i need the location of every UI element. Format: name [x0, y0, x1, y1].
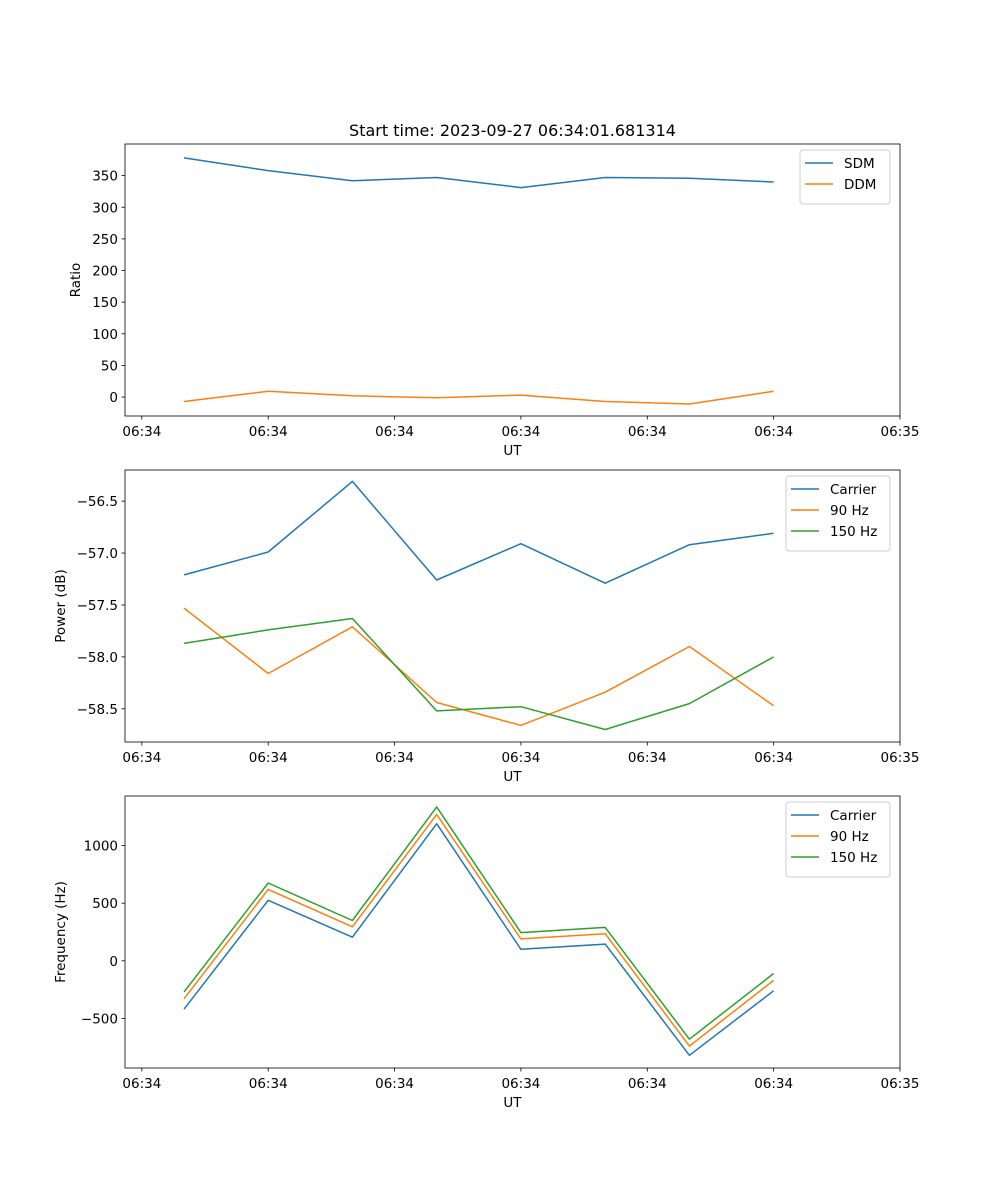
x-tick-label: 06:34 [628, 424, 667, 440]
chart-panel-3: −500 0 500 1000 06:34 06:34 06:34 06:34 06:34 06:… [53, 795, 920, 1111]
y-tick-label: 350 [92, 169, 118, 185]
y-tick-label: 100 [92, 327, 118, 343]
series-line-carrier [183, 480, 774, 584]
x-tick-label: 06:34 [754, 750, 793, 766]
x-tick-label: 06:35 [881, 1076, 920, 1092]
legend-label: 150 Hz [830, 524, 877, 540]
x-tick-label: 06:34 [501, 424, 540, 440]
y-tick-label: −56.5 [77, 494, 118, 510]
y-tick-label: −58.0 [77, 650, 118, 666]
plot-frame [124, 469, 901, 743]
legend-label: 90 Hz [830, 829, 869, 845]
x-tick-label: 06:34 [122, 424, 161, 440]
y-axis-label: Ratio [68, 263, 84, 298]
x-tick-label: 06:34 [501, 1076, 540, 1092]
y-tick-label: −57.0 [77, 546, 118, 562]
x-tick-label: 06:34 [122, 750, 161, 766]
x-tick-label: 06:35 [881, 750, 920, 766]
series-line-sdm [183, 157, 774, 189]
chart-panel-2: −58.5 −58.0 −57.5 −57.0 −56.5 06:34 06:34 06:34… [53, 469, 920, 785]
y-tick-label: −500 [81, 1011, 118, 1027]
x-tick-label: 06:34 [122, 1076, 161, 1092]
x-tick-label: 06:34 [249, 750, 288, 766]
legend-label: DDM [844, 177, 876, 193]
y-tick-label: −57.5 [77, 598, 118, 614]
series-line-90-hz [183, 607, 775, 727]
y-tick-label: 50 [101, 358, 118, 374]
legend-label: Carrier [830, 482, 877, 498]
x-tick-label: 06:35 [881, 424, 920, 440]
x-tick-label: 06:34 [754, 424, 793, 440]
y-tick-label: 150 [92, 295, 118, 311]
x-axis-label: UT [503, 443, 522, 459]
legend-box [785, 475, 891, 552]
legend: SDM DDM [799, 149, 891, 205]
series-line-carrier [183, 822, 775, 1057]
legend: Carrier 90 Hz 150 Hz [785, 475, 891, 552]
x-axis-label: UT [503, 1095, 522, 1111]
series-line-150-hz [183, 617, 774, 731]
x-tick-label: 06:34 [754, 1076, 793, 1092]
series-line-ddm [183, 390, 774, 405]
legend-label: 90 Hz [830, 503, 869, 519]
chart-panel-1: Start time: 2023-09-27 06:34:01.681314 0 5… [68, 121, 919, 459]
x-tick-label: 06:34 [501, 750, 540, 766]
plot-frame [124, 795, 901, 1069]
y-tick-label: −58.5 [77, 702, 118, 718]
legend: Carrier 90 Hz 150 Hz [785, 801, 891, 878]
y-tick-label: 0 [109, 954, 118, 970]
y-tick-label: 200 [92, 264, 118, 280]
legend-box [785, 801, 891, 878]
x-tick-label: 06:34 [628, 750, 667, 766]
y-axis-label: Frequency (Hz) [53, 881, 69, 983]
x-axis-label: UT [503, 769, 522, 785]
legend-label: Carrier [830, 808, 877, 824]
y-axis-label: Power (dB) [53, 569, 69, 642]
chart-title: Start time: 2023-09-27 06:34:01.681314 [349, 121, 676, 140]
series-line-150-hz [183, 806, 775, 1040]
series-line-90-hz [183, 813, 775, 1047]
x-tick-label: 06:34 [249, 1076, 288, 1092]
plot-frame [124, 143, 901, 417]
x-tick-label: 06:34 [628, 1076, 667, 1092]
legend-label: SDM [844, 156, 875, 172]
y-tick-label: 300 [92, 200, 118, 216]
x-tick-label: 06:34 [375, 424, 414, 440]
y-tick-label: 500 [92, 896, 118, 912]
x-tick-label: 06:34 [249, 424, 288, 440]
x-tick-label: 06:34 [375, 750, 414, 766]
x-tick-label: 06:34 [375, 1076, 414, 1092]
y-tick-label: 0 [109, 390, 118, 406]
y-tick-label: 1000 [84, 839, 118, 855]
y-tick-label: 250 [92, 232, 118, 248]
legend-label: 150 Hz [830, 850, 877, 866]
